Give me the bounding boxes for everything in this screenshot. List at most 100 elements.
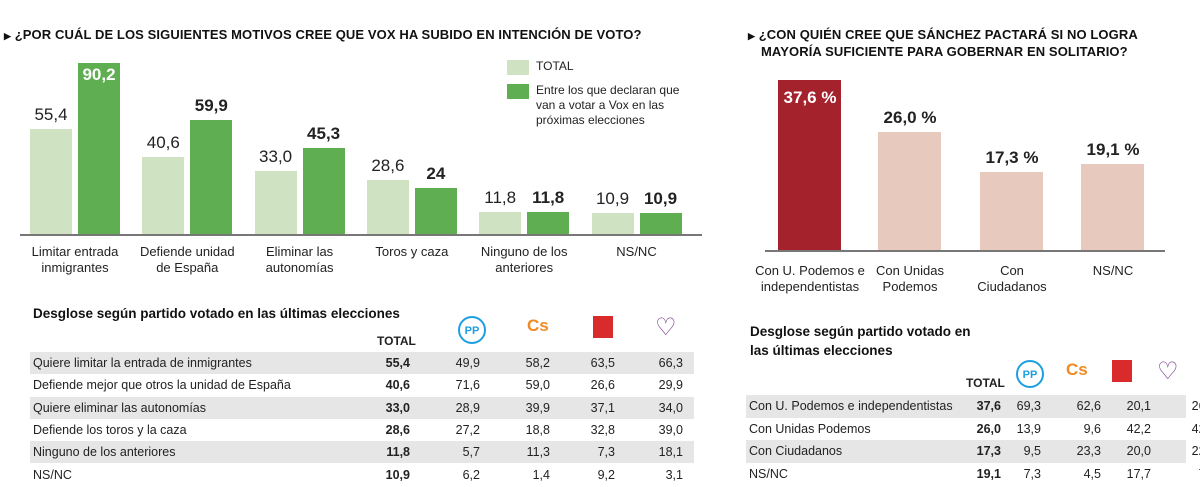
total-bar bbox=[142, 156, 185, 234]
row-value: 69,3 bbox=[1016, 399, 1041, 413]
row-label: NS/NC bbox=[749, 466, 788, 481]
category-label-line: Ninguno de los bbox=[480, 244, 568, 259]
row-value: 33,0 bbox=[385, 400, 410, 415]
row-value: 28,9 bbox=[455, 400, 480, 415]
row-value: 26,8 bbox=[1191, 399, 1200, 413]
category-label-line: de España bbox=[156, 260, 219, 275]
category-label: Toros y caza bbox=[342, 244, 482, 260]
podemos-logo: ♡ bbox=[655, 314, 677, 341]
cs-logo: Cs bbox=[527, 316, 549, 335]
row-value: 42,2 bbox=[1126, 421, 1151, 436]
row-value: 19,1 bbox=[976, 466, 1001, 481]
pact-bar bbox=[1081, 163, 1144, 250]
row-value: 37,1 bbox=[590, 400, 615, 415]
podemos-logo: ♡ bbox=[1157, 358, 1179, 385]
category-label: Con U. Podemos e independentistas bbox=[740, 263, 880, 295]
row-value: 23,3 bbox=[1076, 444, 1101, 458]
vox-voter-bar bbox=[302, 147, 345, 234]
row-value: 37,6 bbox=[976, 399, 1001, 413]
row-value: 9,5 bbox=[1023, 444, 1041, 458]
bar-value-label: 26,0 % bbox=[883, 108, 937, 128]
triangle-bullet-icon: ▶ bbox=[748, 31, 756, 41]
row-value: 49,9 bbox=[455, 356, 480, 370]
row-value: 66,3 bbox=[658, 356, 683, 370]
row-value: 11,8 bbox=[386, 445, 410, 460]
pact-bar bbox=[878, 132, 941, 250]
table-row: NS/NC 19,1 7,3 4,5 17,7 7,9 bbox=[746, 463, 1200, 486]
category-label: NS/NC bbox=[1043, 263, 1183, 279]
category-label: Con Ciudadanos bbox=[942, 263, 1082, 295]
row-value: 40,6 bbox=[385, 378, 410, 393]
legend-label: TOTAL bbox=[536, 59, 574, 73]
row-label: Ninguno de los anteriores bbox=[33, 445, 176, 460]
category-label-line: Con bbox=[1000, 263, 1024, 278]
row-value: 6,2 bbox=[462, 467, 480, 482]
category-label-line: Podemos bbox=[882, 279, 938, 294]
row-label: Quiere limitar la entrada de inmigrantes bbox=[33, 356, 252, 370]
row-label: NS/NC bbox=[33, 467, 72, 482]
row-value: 55,4 bbox=[385, 356, 410, 370]
table-row: Con Ciudadanos 17,3 9,5 23,3 20,0 22,8 bbox=[746, 440, 1200, 463]
x-axis bbox=[20, 234, 702, 236]
category-label: Eliminar las autonomías bbox=[230, 244, 370, 276]
category-label-line: Con U. Podemos e bbox=[755, 263, 865, 278]
total-bar bbox=[254, 171, 297, 234]
bar-value-label: 45,3 bbox=[307, 123, 341, 143]
right-table-title: Desglose según partido votado en las últ… bbox=[750, 324, 971, 358]
vox-voter-bar bbox=[639, 213, 682, 234]
row-value: 3,1 bbox=[665, 467, 683, 482]
row-value: 71,6 bbox=[455, 378, 480, 393]
row-value: 20,0 bbox=[1126, 444, 1151, 458]
bar-value-label: 37,6 % bbox=[783, 88, 837, 108]
row-value: 10,9 bbox=[385, 467, 410, 482]
row-value: 1,4 bbox=[532, 467, 550, 482]
bar-value-label: 11,8 bbox=[532, 187, 565, 207]
category-label: NS/NC bbox=[567, 244, 707, 260]
row-label: Defiende los toros y la caza bbox=[33, 422, 187, 437]
category-label-line: Limitar entrada bbox=[31, 244, 119, 259]
bar-value-label: 33,0 bbox=[259, 147, 293, 167]
row-value: 26,6 bbox=[590, 378, 615, 393]
row-value: 34,0 bbox=[658, 400, 683, 415]
bar-value-label: 55,4 bbox=[34, 104, 68, 124]
table-row: Ninguno de los anteriores 11,8 5,7 11,3 7,3 1… bbox=[30, 441, 694, 464]
cs-logo: Cs bbox=[1066, 360, 1088, 379]
table-row: Con Unidas Podemos 26,0 13,9 9,6 42,2 42,6 bbox=[746, 418, 1200, 441]
row-value: 26,0 bbox=[976, 421, 1001, 436]
row-value: 18,1 bbox=[658, 445, 683, 460]
category-label-line: inmigrantes bbox=[41, 260, 109, 275]
vox-voter-bar bbox=[78, 62, 120, 234]
row-value: 18,8 bbox=[525, 422, 550, 437]
total-bar bbox=[30, 128, 72, 234]
row-label: Quiere eliminar las autonomías bbox=[33, 400, 206, 415]
table-row: Con U. Podemos e independentistas 37,6 69,… bbox=[746, 395, 1200, 418]
category-label-line: NS/NC bbox=[616, 244, 657, 259]
category-label-line: Ciudadanos bbox=[977, 279, 1047, 294]
bar-value-label: 10,9 bbox=[595, 189, 630, 209]
row-label: Con Unidas Podemos bbox=[749, 421, 871, 436]
row-value: 17,3 bbox=[976, 444, 1001, 458]
pact-bar bbox=[778, 80, 841, 250]
right-chart-title: ▶ ¿CON QUIÉN CREE QUE SÁNCHEZ PACTARÁ SI… bbox=[748, 27, 1138, 59]
bar-value-label: 11,8 bbox=[484, 187, 517, 207]
row-value: 13,9 bbox=[1016, 421, 1041, 436]
left-total-header: TOTAL bbox=[377, 334, 416, 348]
legend-swatch-0 bbox=[507, 60, 529, 75]
pp-logo: PP bbox=[458, 316, 486, 344]
table-row: Quiere limitar la entrada de inmigrantes… bbox=[30, 352, 694, 375]
pp-logo: PP bbox=[1016, 360, 1044, 388]
left-chart-title: ▶ ¿POR CUÁL DE LOS SIGUIENTES MOTIVOS CR… bbox=[4, 27, 642, 42]
left-table-title: Desglose según partido votado en las últ… bbox=[33, 306, 400, 321]
bar-value-label: 17,3 % bbox=[985, 147, 1039, 167]
bar-value-label: 40,6 bbox=[146, 132, 180, 152]
bar-value-label: 10,9 bbox=[643, 189, 678, 209]
legend-label-line: van a votar a Vox en las bbox=[536, 98, 665, 112]
total-bar bbox=[366, 179, 409, 234]
vox-voter-bar bbox=[414, 188, 457, 234]
row-label: Con Ciudadanos bbox=[749, 444, 843, 458]
row-value: 9,2 bbox=[597, 467, 615, 482]
legend-swatch-1 bbox=[507, 84, 529, 99]
x-axis bbox=[765, 250, 1165, 252]
row-value: 4,5 bbox=[1083, 466, 1101, 481]
row-value: 28,6 bbox=[385, 422, 410, 437]
